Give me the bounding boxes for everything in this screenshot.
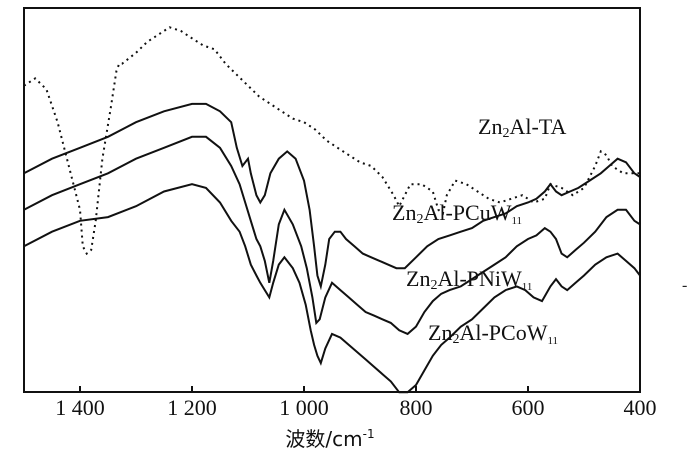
x-tick-label: 1 400 xyxy=(55,395,105,420)
x-axis-label: 波数/cm-1 xyxy=(285,427,374,451)
series-label-3: Zn2Al-PNiW11 xyxy=(406,266,532,293)
series-label-4: Zn2Al-PCoW11 xyxy=(428,320,558,347)
x-tick-label: 1 000 xyxy=(279,395,329,420)
series-line-1 xyxy=(23,26,640,256)
x-axis-ticks: 1 400 1 200 1 000 800 600 400 xyxy=(55,386,657,420)
page-edge-mark: - xyxy=(682,277,687,294)
x-tick-label: 400 xyxy=(624,395,657,420)
plot-frame xyxy=(23,7,641,393)
series-layer xyxy=(23,26,641,394)
series-line-4 xyxy=(23,183,641,394)
series-labels: Zn2Al-TA Zn2Al-PCuW11 Zn2Al-PNiW11 Zn2Al-PC… xyxy=(392,114,566,347)
x-tick-label: 600 xyxy=(512,395,545,420)
x-tick-label: 800 xyxy=(400,395,433,420)
x-tick-label: 1 200 xyxy=(167,395,217,420)
series-label-1: Zn2Al-TA xyxy=(478,114,566,141)
series-line-3 xyxy=(23,135,641,336)
plot-border xyxy=(23,7,641,393)
series-label-2: Zn2Al-PCuW11 xyxy=(392,200,522,227)
series-line-2 xyxy=(23,102,641,291)
